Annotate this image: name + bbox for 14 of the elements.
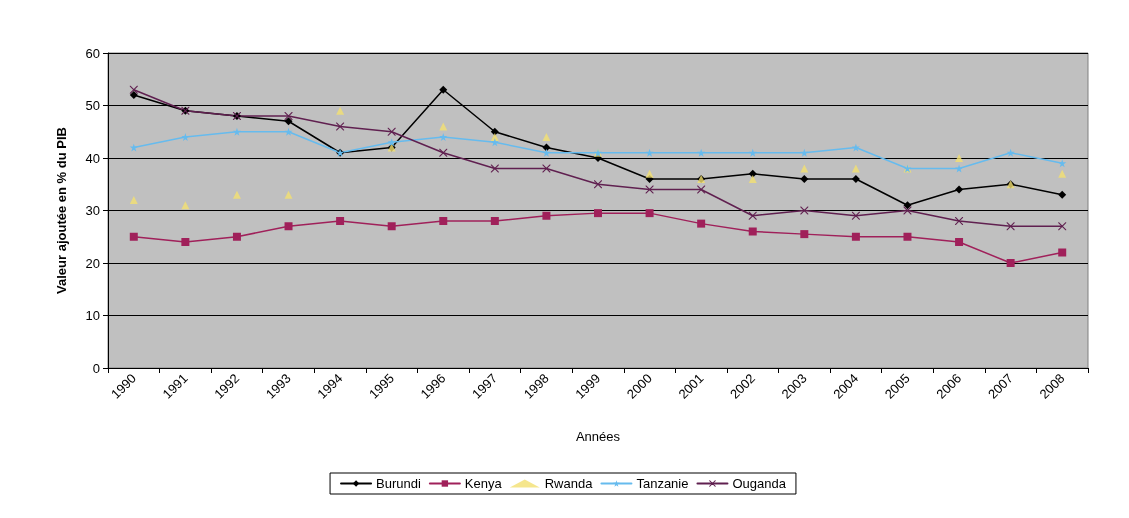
y-tick-label: 20	[85, 255, 100, 271]
y-tick-label: 0	[92, 360, 100, 376]
legend-label: Rwanda	[544, 476, 594, 491]
legend-label: Burundi	[376, 476, 421, 491]
y-tick-label: 40	[85, 150, 100, 166]
legend-label: Ouganda	[732, 476, 787, 491]
legend-label: Kenya	[464, 476, 503, 491]
legend-label: Tanzanie	[636, 476, 689, 491]
y-tick-label: 50	[85, 98, 100, 113]
x-axis-title: Années	[575, 429, 621, 444]
y-tick-label: 30	[85, 203, 100, 218]
y-axis-title: Valeur ajoutée en % du PIB	[54, 127, 69, 294]
y-tick-label: 60	[85, 45, 100, 61]
y-tick-label: 10	[85, 308, 100, 323]
